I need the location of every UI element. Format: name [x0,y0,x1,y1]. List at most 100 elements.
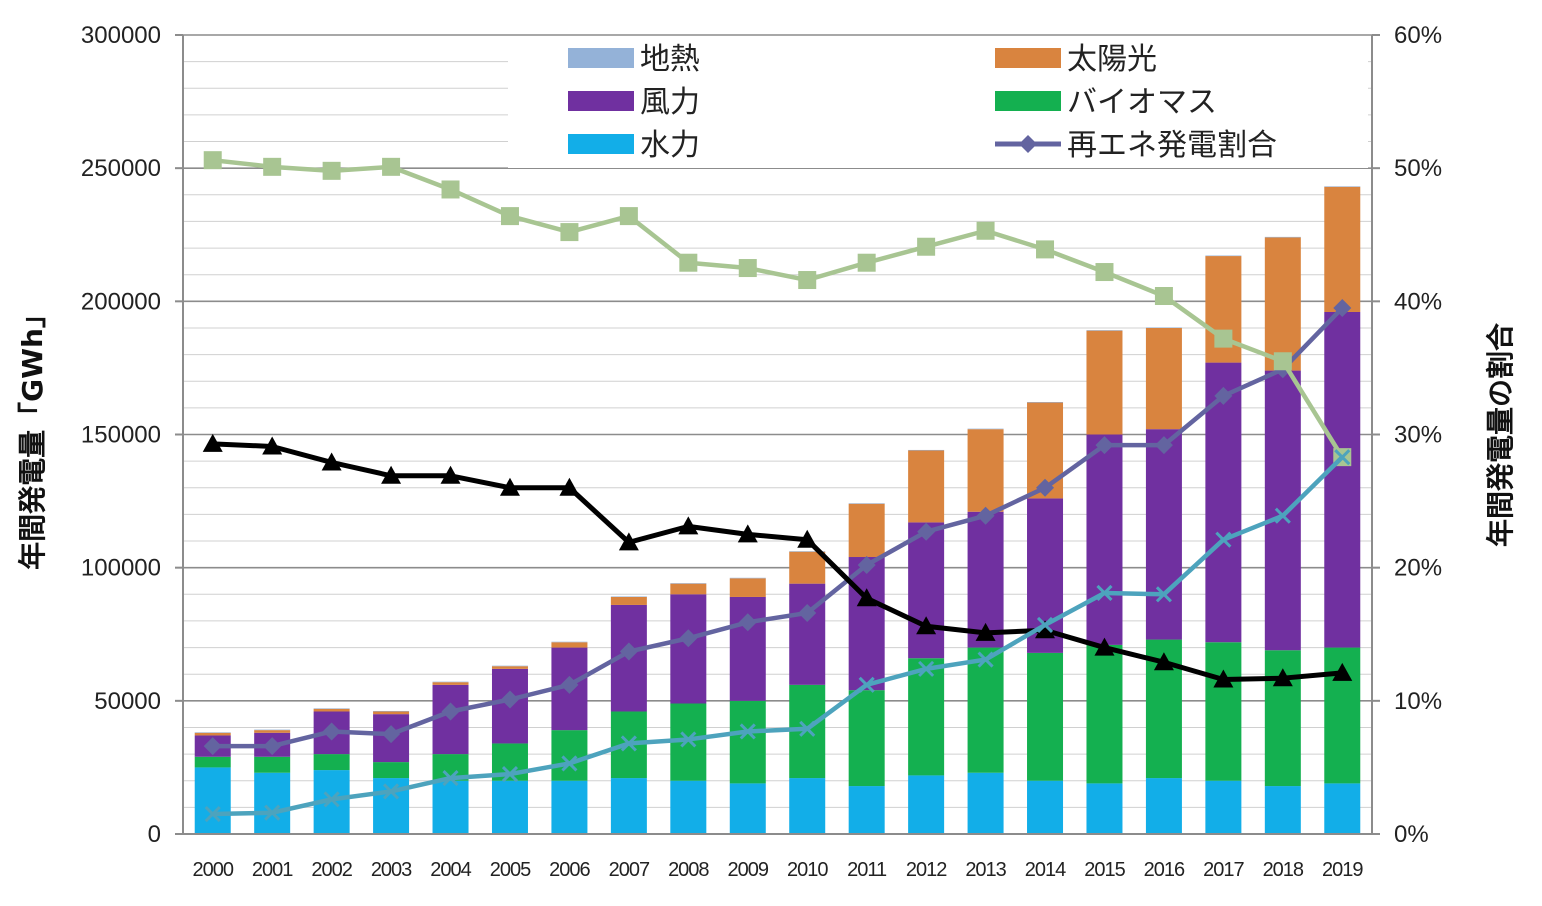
right-tick-label: 40% [1394,288,1442,315]
bar-segment [432,681,469,683]
bar-segment [1027,402,1064,403]
bar-segment [789,778,826,834]
triangle-marker [737,524,758,543]
x-marker [501,766,519,783]
left-axis-ticks: 0 50000 100000 150000 200000 250000 300000 [81,22,161,848]
bar-segment [1264,786,1301,834]
diamond-marker [738,613,757,632]
x-tick-label: 2010 [787,859,828,881]
square-marker [322,161,341,180]
right-tick-label: 30% [1394,422,1442,449]
x-marker [323,791,340,808]
diamond-marker [976,506,995,525]
square-marker [263,157,282,176]
right-tick-label: 60% [1394,22,1442,49]
legend-background [508,38,1368,168]
x-marker [1215,531,1232,548]
triangle-marker [202,433,223,452]
bar-segment [848,786,885,834]
x-tick-label: 2019 [1322,859,1363,881]
diamond-marker [441,702,460,721]
bar-segment [491,780,528,834]
square-marker [917,237,936,256]
x-marker [383,783,400,800]
legend-swatch [568,48,634,68]
diamond-marker [1214,386,1233,405]
series-line [212,306,1344,749]
x-marker [1036,616,1054,633]
x-marker [1096,584,1113,602]
bar-segment [670,583,707,595]
bar-segment [610,778,647,834]
left-tick-label: 200000 [81,288,161,315]
diamond-marker [322,722,341,741]
diamond-marker [263,737,282,756]
legend-label: 風力 [640,85,700,120]
line-series [202,151,1353,823]
right-axis-title: 年間発電量の割合 [1484,322,1517,547]
x-tick-label: 2003 [371,859,412,881]
legend-swatch [995,48,1061,68]
bar-segment [967,772,1004,834]
bar-segment [729,783,766,834]
x-marker [739,723,756,740]
bar-segment [1145,429,1182,640]
square-marker [500,207,519,226]
x-marker [799,720,816,737]
bar-segment [1324,783,1361,834]
diamond-marker [203,737,222,756]
bar-segment [908,449,945,451]
x-tick-label: 2015 [1084,859,1125,881]
triangle-marker [916,616,937,635]
square-marker [1214,329,1233,348]
bar-segment [1205,780,1242,834]
bar-segment [373,711,410,715]
left-tick-label: 100000 [81,555,161,582]
bar-segment [967,429,1004,512]
square-marker [441,180,460,199]
bar-segment [908,522,945,659]
bar-segment [1324,186,1361,312]
bar-segment [551,780,588,834]
x-axis-ticks: 2000 2001 2002 2003 2004 2005 2006 2007 2008 2009… [192,859,1364,881]
x-tick-label: 2016 [1144,859,1185,881]
bar-segment [1086,330,1123,331]
bar-segment [1264,370,1301,651]
diamond-marker [798,603,817,622]
triangle-marker [1094,637,1115,656]
bar-segment [373,762,410,779]
bar-segment [967,428,1004,430]
bar-segment [967,647,1004,773]
x-marker [977,651,994,668]
bar-segment [194,732,231,733]
left-tick-label: 300000 [81,22,161,49]
triangle-marker [678,516,699,535]
bar-segment [789,551,826,584]
bar-segment [551,642,588,648]
x-tick-label: 2002 [311,859,352,881]
triangle-marker [499,477,520,496]
bar-segment [610,596,647,597]
triangle-marker [975,622,996,641]
diamond-marker [560,675,579,694]
right-tick-label: 0% [1394,821,1429,848]
bar-segment [313,754,350,771]
bar-segment [1086,783,1123,834]
bar-segment [551,641,588,643]
bar-segment [1324,311,1361,648]
bar-segment [254,730,291,733]
diamond-marker [917,522,936,541]
right-tick-label: 50% [1394,155,1442,182]
bar-segment [1264,237,1301,371]
x-marker [918,660,935,677]
legend-swatch [568,134,634,154]
bar-segment [254,772,291,834]
series-line [212,441,1343,683]
x-marker [680,731,697,748]
square-marker [382,157,401,176]
bar-segment [1145,327,1182,328]
x-marker [620,735,637,752]
square-marker [1154,287,1173,306]
diamond-marker [1333,298,1352,317]
